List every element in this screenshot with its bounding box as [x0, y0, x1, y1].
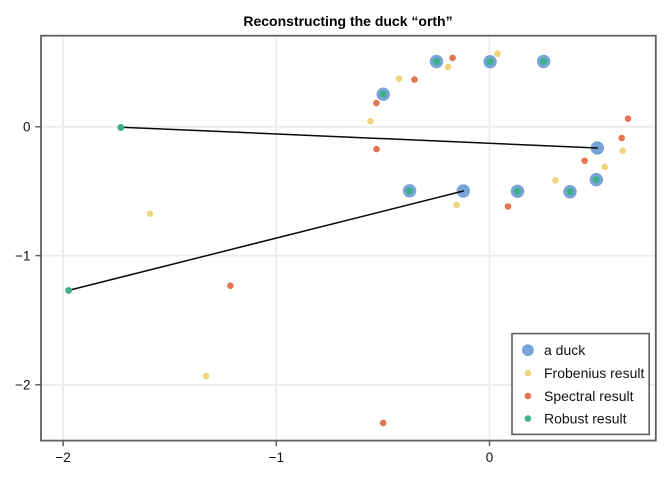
svg-text:Spectral result: Spectral result — [544, 388, 634, 404]
svg-text:a duck: a duck — [544, 342, 586, 358]
svg-text:Reconstructing the duck “orth”: Reconstructing the duck “orth” — [243, 13, 452, 29]
svg-text:0: 0 — [23, 120, 31, 135]
svg-text:Robust result: Robust result — [544, 410, 627, 426]
svg-text:−1: −1 — [15, 248, 30, 263]
svg-text:−1: −1 — [269, 450, 284, 465]
svg-text:Frobenius result: Frobenius result — [544, 365, 644, 381]
svg-text:−2: −2 — [55, 450, 70, 465]
svg-text:−2: −2 — [15, 378, 30, 393]
svg-text:0: 0 — [486, 450, 494, 465]
